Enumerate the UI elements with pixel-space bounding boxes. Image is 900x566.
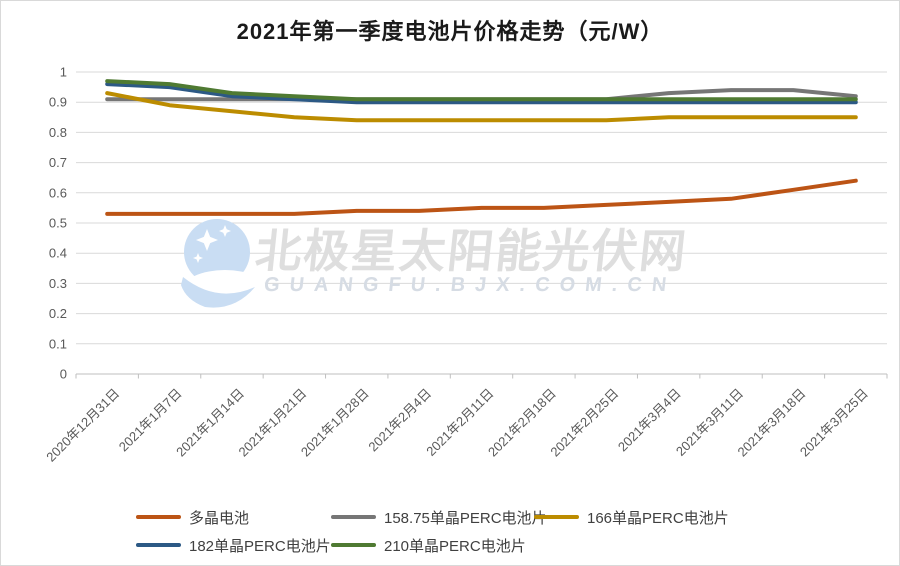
watermark-domain: GUANGFU.BJX.COM.CN bbox=[263, 274, 677, 296]
legend-item-182: 182单晶PERC电池片 bbox=[136, 535, 331, 555]
legend-label-duojing: 多晶电池 bbox=[189, 510, 250, 527]
y-axis-tick-label: 0.4 bbox=[49, 246, 67, 261]
y-axis-tick-label: 1 bbox=[60, 65, 67, 80]
legend-swatch-182 bbox=[136, 542, 181, 547]
star-icon bbox=[196, 229, 218, 251]
series-line-2 bbox=[105, 91, 858, 123]
legend-label-210: 210单晶PERC电池片 bbox=[384, 538, 526, 555]
legend-swatch-duojing bbox=[136, 514, 181, 519]
legend-label-158: 158.75单晶PERC电池片 bbox=[384, 510, 547, 527]
legend-swatch-158 bbox=[331, 514, 376, 519]
star-icon bbox=[193, 253, 203, 263]
y-axis-tick-label: 0.6 bbox=[49, 185, 67, 200]
x-axis-tick-label: 2021年3月4日 bbox=[615, 386, 684, 455]
legend-label-166: 166单晶PERC电池片 bbox=[587, 510, 729, 527]
polaris-logo-icon bbox=[184, 219, 250, 285]
legend-item-158: 158.75单晶PERC电池片 bbox=[331, 507, 547, 527]
y-axis-tick-label: 0.1 bbox=[49, 336, 67, 351]
plot-area: 1 0.9 0.8 0.7 0.6 0.5 0.4 0.3 0.2 0.1 0 2020年12月31日… bbox=[43, 65, 888, 465]
series-line-4 bbox=[105, 79, 858, 102]
y-axis-tick-label: 0.5 bbox=[49, 216, 67, 231]
y-axis-tick-label: 0.2 bbox=[49, 306, 67, 321]
y-axis-tick-label: 0 bbox=[60, 367, 67, 382]
x-axis-tick-label: 2021年2月4日 bbox=[365, 386, 434, 455]
x-axis-tick-label: 2020年12月31日 bbox=[43, 386, 122, 465]
legend-item-210: 210单晶PERC电池片 bbox=[331, 535, 526, 555]
x-axis-tick-label: 2021年1月7日 bbox=[116, 386, 185, 455]
y-axis-tick-label: 0.8 bbox=[49, 125, 67, 140]
watermark-text: 北极星太阳能光伏网 bbox=[253, 225, 690, 277]
series-line-0 bbox=[105, 178, 858, 216]
star-icon bbox=[219, 225, 231, 237]
y-axis-tick-label: 0.9 bbox=[49, 95, 67, 110]
legend-item-duojing: 多晶电池 bbox=[136, 507, 250, 527]
legend-swatch-166 bbox=[534, 514, 579, 519]
crescent-icon bbox=[181, 277, 255, 308]
series-line-3 bbox=[105, 82, 858, 105]
chart-title: 2021年第一季度电池片价格走势（元/W） bbox=[236, 19, 664, 44]
y-axis-tick-label: 0.3 bbox=[49, 276, 67, 291]
legend-swatch-210 bbox=[331, 542, 376, 547]
legend-label-182: 182单晶PERC电池片 bbox=[189, 538, 331, 555]
legend-item-166: 166单晶PERC电池片 bbox=[534, 507, 729, 527]
y-axis-tick-label: 0.7 bbox=[49, 155, 67, 170]
